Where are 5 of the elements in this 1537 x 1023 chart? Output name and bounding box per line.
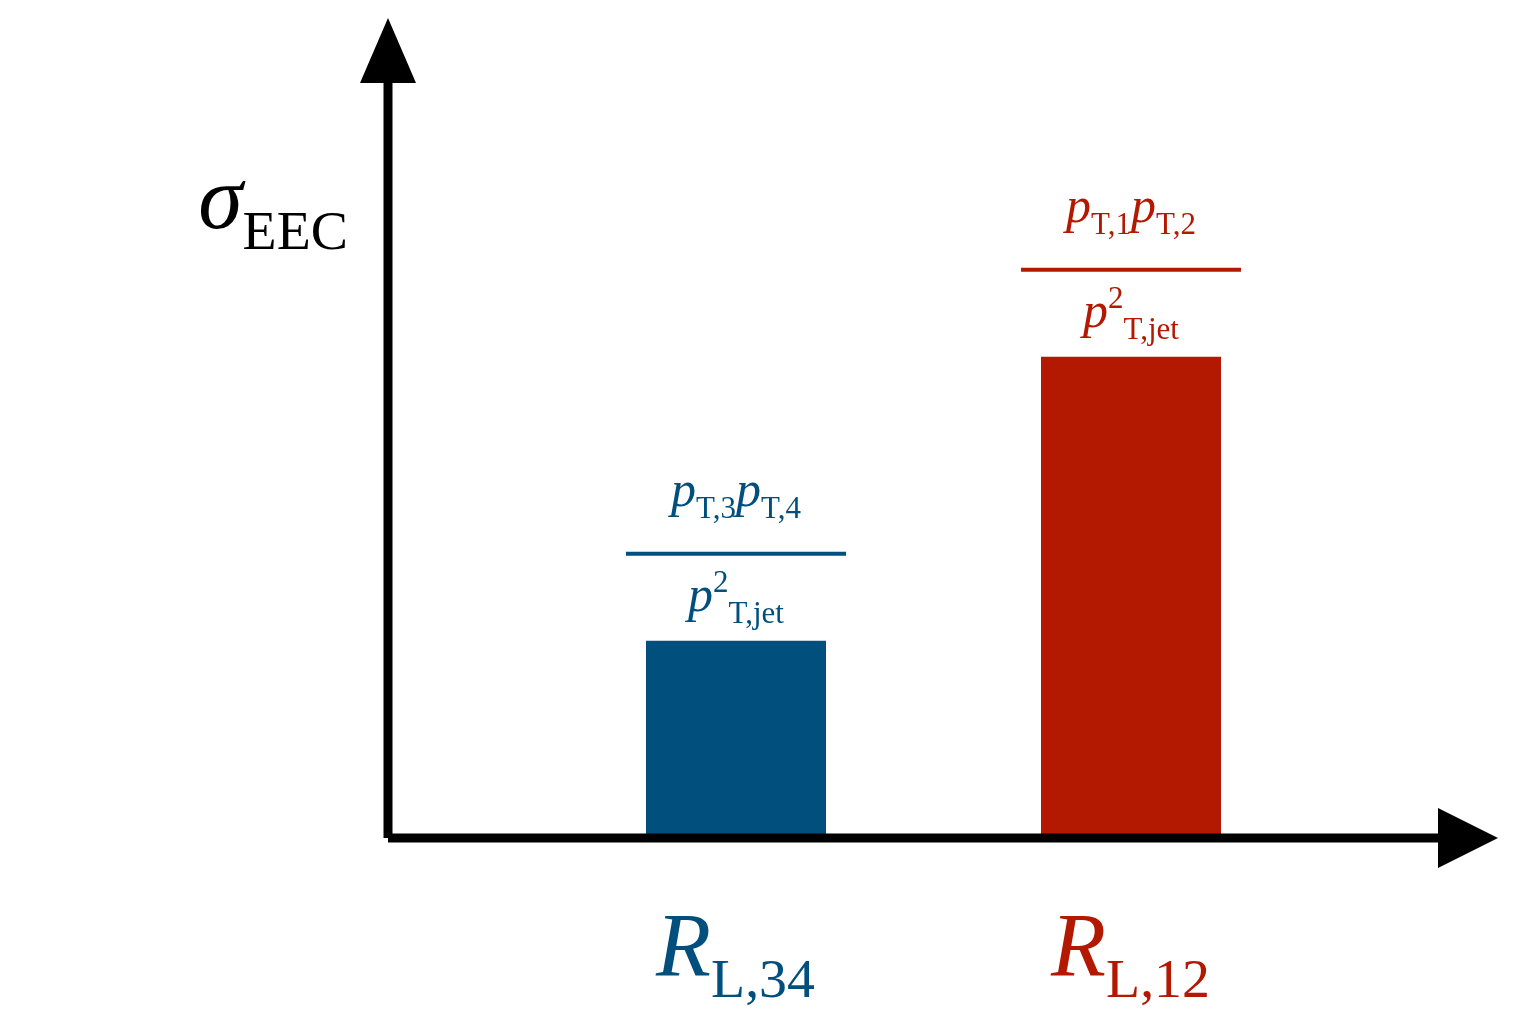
annotation: p$_{T,3}$p$_{T,4}$ <box>668 460 802 525</box>
y-axis-title: σ$_{EEC}$ <box>198 148 348 262</box>
x-tick-label: R$_{L,34}$ <box>655 896 815 1010</box>
x-tick-label: R$_{L,12}$ <box>1050 896 1210 1010</box>
annotation: p$_{T,1}$p$_{T,2}$ <box>1063 176 1196 241</box>
